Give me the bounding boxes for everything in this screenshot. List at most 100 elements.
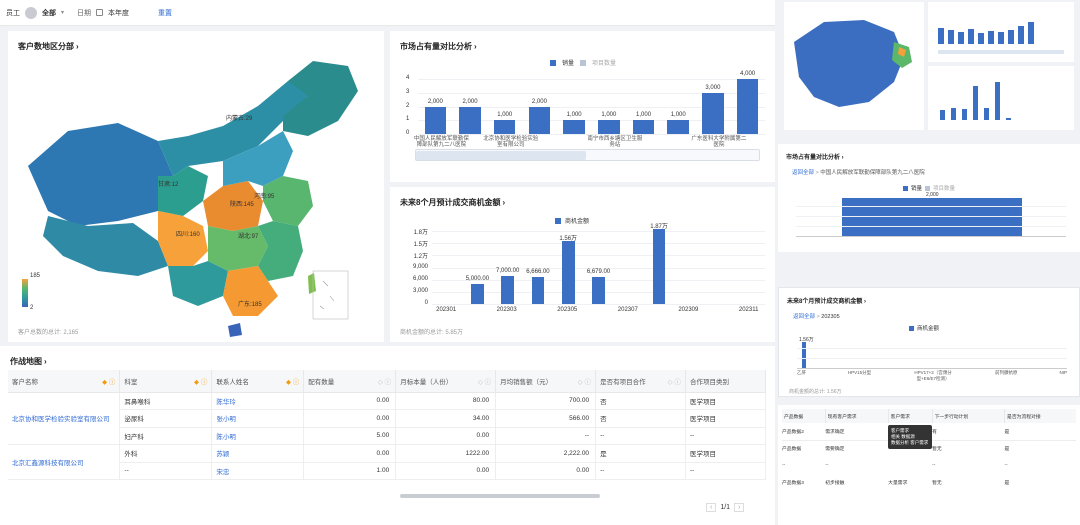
bar [459, 106, 481, 134]
data-label: 6,679.00 [586, 268, 611, 275]
bar [652, 229, 666, 304]
prev-page-button[interactable]: ‹ [706, 503, 717, 512]
cell-qty: 5.00 [303, 427, 397, 445]
china-map [28, 61, 358, 337]
bar [592, 276, 605, 304]
forecast-total-label: 商机金额的总计: 5.85万 [400, 330, 464, 336]
gridline [432, 255, 765, 257]
legend-amount: 商机金额 [565, 219, 590, 225]
col-dept[interactable]: 科室 ◆ ⓘ [119, 370, 213, 393]
col-contact[interactable]: 联系人姓名 ◆ ⓘ [211, 370, 305, 393]
drill-breadcrumb: 返回全部 > 中国人民解放军联勤保障部队第九二八医院 [792, 170, 925, 176]
cell-type: -- [685, 462, 767, 480]
employee-label: 员工 [6, 9, 20, 17]
scroll-slider-handle[interactable] [416, 151, 586, 160]
y-tick-label: 4 [406, 75, 410, 82]
cell-sales: -- [495, 427, 597, 445]
data-label: 1,000 [566, 112, 582, 119]
map-label-guangdong: 广东:185 [238, 302, 262, 308]
y-tick-label: 1 [406, 116, 410, 123]
sort-icon: ◇ ⓘ [377, 378, 392, 386]
y-tick-label: 0 [406, 130, 410, 136]
col-qty[interactable]: 配有数量 ◇ ⓘ [303, 370, 397, 393]
cell-contact[interactable]: 张小明 [211, 409, 305, 428]
cell-monthly: 0.00 [395, 462, 497, 480]
cell-qty: 0.00 [303, 409, 397, 428]
map-total-label: 客户总数的总计: 2,165 [18, 330, 79, 336]
y-tick-label: 1.5万 [413, 242, 428, 249]
cell-coop: -- [595, 427, 686, 445]
battle-map-table: 客户名称 ◆ ⓘ 科室 ◆ ⓘ 联系人姓名 ◆ ⓘ 配有数量 ◇ ⓘ 月标本量（… [8, 370, 767, 480]
cell-contact[interactable]: 陈小明 [211, 427, 305, 445]
bar [563, 120, 585, 134]
mini-col[interactable]: 现有客户需求 [825, 409, 889, 423]
col-sales[interactable]: 月均销售额（元） ◇ ⓘ [495, 370, 597, 393]
legend-max: 185 [30, 273, 41, 279]
thumbnail-map-shape [794, 20, 912, 107]
legend-swatch-sales [550, 59, 556, 66]
col-type[interactable]: 合作项目类别 [685, 370, 767, 393]
col-monthly[interactable]: 月标本量（人份） ◇ ⓘ [395, 370, 497, 393]
mini-col[interactable]: 客户需求 [888, 409, 933, 423]
left-dashboard: 员工 全部 ▾ 日期 本年度 重置 客户数地区分部 › [0, 0, 775, 525]
data-label: 1,000 [636, 112, 652, 119]
col-coop[interactable]: 是否有项目合作 ◇ ⓘ [595, 370, 686, 393]
mini-col[interactable]: 下一步行动计划 [932, 409, 1006, 423]
right-panel: 市场占有量对比分析 › 返回全部 > 中国人民解放军联勤保障部队第九二八医院 销… [778, 0, 1080, 525]
y-tick-label: 9,000 [412, 263, 428, 270]
x-tick-label: 202305 [557, 307, 578, 313]
drill-forecast-breadcrumb: 返回全部 > 202305 [793, 314, 840, 320]
chevron-down-icon[interactable]: ▾ [61, 10, 65, 16]
market-card-title: 市场占有量对比分析 › [400, 42, 477, 51]
map-label-hubei: 湖北:97 [238, 234, 259, 240]
legend-projects: 项目数量 [592, 61, 617, 67]
data-label: 7,000.00 [495, 267, 520, 274]
cell-contact[interactable]: 苏颖 [211, 444, 305, 463]
date-select[interactable]: 本年度 [108, 9, 130, 17]
gridline [418, 92, 765, 94]
bar [736, 79, 759, 134]
region-north-china [223, 131, 293, 186]
cell-monthly: 34.00 [395, 409, 497, 428]
map-label-sichuan: 四川:160 [176, 232, 200, 238]
date-label: 日期 [77, 9, 92, 17]
x-tick-label: 南宁市西乡塘区卫生服务站 [587, 136, 643, 149]
market-bar-chart: 0 1 2 3 4 2,000 中国人民解放军联勤保障部队第九二八医院 2,000 1,000 北… [390, 31, 775, 182]
scroll-slider[interactable] [415, 149, 760, 161]
mini-col[interactable]: 产品数据 [782, 409, 826, 423]
cell-contact[interactable]: 宋忠 [211, 462, 305, 480]
table-row: 北京汇鑫源科技有限公司 外科 苏颖 0.00 1222.00 2,222.00 … [8, 444, 767, 480]
cell-customer[interactable]: 北京汇鑫源科技有限公司 [8, 444, 121, 480]
cell-customer[interactable]: 北京协和医学检验实验室有限公司 [8, 392, 121, 445]
cell-contact[interactable]: 陈华玲 [211, 392, 305, 410]
gridline [418, 79, 765, 81]
color-scale-legend [22, 279, 28, 307]
cell-monthly: 80.00 [395, 392, 497, 410]
sort-icon: ◆ ⓘ [285, 378, 300, 386]
next-page-button[interactable]: › [734, 503, 745, 512]
employee-select[interactable]: 全部 [42, 9, 56, 17]
cell-sales: 700.00 [495, 392, 597, 410]
cell-dept: 妇产科 [119, 427, 213, 445]
table-title: 作战地图 › [10, 357, 47, 366]
chevron-right-icon: › [76, 42, 79, 51]
mini-col[interactable]: 是否为流程对接 [1007, 414, 1041, 420]
table-row: 北京协和医学检验实验室有限公司 耳鼻喉科 陈华玲 0.00 80.00 700.… [8, 392, 767, 445]
reset-button[interactable]: 重置 [158, 9, 173, 17]
mini-table: 产品数据 现有客户需求 客户需求 下一步行动计划 是否为流程对接 产品数据2 需求… [782, 409, 1076, 491]
breadcrumb-back[interactable]: 返回全部 [792, 170, 815, 176]
col-customer[interactable]: 客户名称 ◆ ⓘ [8, 370, 121, 393]
map-label-shaanxi: 陕西:145 [230, 202, 254, 208]
region-sichuan [158, 211, 208, 266]
breadcrumb-back[interactable]: 返回全部 [793, 314, 816, 320]
cell-coop: 否 [595, 392, 686, 410]
cell-sales: 2,222.00 [495, 444, 597, 463]
data-label: 1.87万 [650, 224, 668, 230]
region-hainan [228, 323, 242, 337]
breadcrumb-current: 中国人民解放军联勤保障部队第九二八医院 [820, 170, 925, 176]
table-horizontal-scrollbar[interactable] [400, 494, 600, 498]
cell-type: 医学项目 [685, 392, 767, 410]
drill-forecast-bar [802, 342, 806, 368]
sort-icon: ◇ ⓘ [667, 378, 681, 386]
gridline [432, 231, 765, 232]
